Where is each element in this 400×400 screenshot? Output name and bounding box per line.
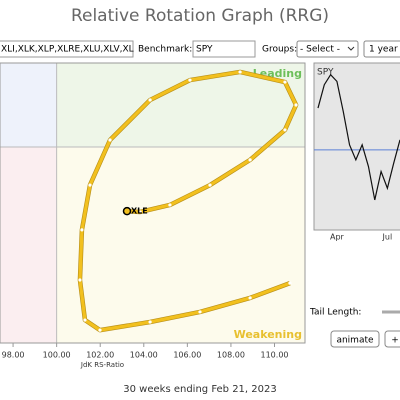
tail-point bbox=[248, 158, 252, 162]
symbols-text: XLI,XLK,XLP,XLRE,XLU,XLV,XL bbox=[1, 45, 134, 55]
mini-x-label: Jul bbox=[382, 233, 393, 242]
tail-point bbox=[83, 318, 87, 322]
tail-point bbox=[108, 138, 112, 142]
symbols-input[interactable] bbox=[0, 40, 134, 58]
tail-point bbox=[294, 103, 298, 107]
tail-point bbox=[168, 203, 172, 207]
plot-frame bbox=[0, 62, 306, 344]
groups-select[interactable] bbox=[296, 40, 359, 58]
plus-text: + bbox=[391, 336, 399, 346]
quadrant-label: Weakening bbox=[234, 328, 302, 341]
mini-panel bbox=[313, 62, 400, 231]
tail-point bbox=[248, 296, 252, 300]
x-tick-label: 102.00 bbox=[86, 351, 114, 360]
tail-point bbox=[283, 80, 287, 84]
period-text: 1 year bbox=[369, 45, 398, 55]
animate-text: animate bbox=[336, 336, 374, 346]
tail-point bbox=[188, 78, 192, 82]
quadrant-improving bbox=[0, 63, 57, 147]
plus-button[interactable] bbox=[384, 330, 400, 348]
benchmark-chart: SPY Apr Jul bbox=[313, 62, 400, 242]
tail-point bbox=[283, 128, 287, 132]
select-caret bbox=[347, 46, 355, 51]
tail-point bbox=[238, 70, 242, 74]
tail-point bbox=[148, 320, 152, 324]
tail-point bbox=[288, 281, 292, 285]
quadrant-weakening bbox=[56, 147, 306, 343]
groups-text: - Select - bbox=[300, 45, 340, 55]
tail-point bbox=[98, 328, 102, 332]
tail-point bbox=[138, 210, 142, 214]
x-tick-label: 98.00 bbox=[2, 351, 25, 360]
series-label: XLE bbox=[131, 207, 148, 216]
x-tick-label: 106.00 bbox=[173, 351, 201, 360]
tail-length-label: Tail Length: bbox=[309, 308, 361, 318]
tail-point bbox=[198, 310, 202, 314]
mini-title: SPY bbox=[317, 68, 334, 78]
tail-head bbox=[122, 206, 132, 216]
benchmark-label: Benchmark: bbox=[138, 45, 192, 55]
tail-point bbox=[208, 183, 212, 187]
mini-x-label: Apr bbox=[330, 233, 345, 242]
period-select[interactable] bbox=[363, 40, 400, 58]
quadrant-lagging bbox=[0, 147, 57, 343]
benchmark-text: SPY bbox=[196, 45, 213, 55]
price-line bbox=[317, 73, 400, 201]
benchmark-input[interactable] bbox=[192, 40, 256, 58]
x-tick-label: 108.00 bbox=[217, 351, 245, 360]
page-title: Relative Rotation Graph (RRG) bbox=[71, 6, 329, 26]
tail-point bbox=[80, 228, 84, 232]
groups-label: Groups: bbox=[262, 45, 297, 55]
x-tick-label: 100.00 bbox=[43, 351, 71, 360]
x-tick-label: 110.00 bbox=[261, 351, 289, 360]
tail-point bbox=[78, 278, 82, 282]
animate-button[interactable] bbox=[330, 330, 380, 348]
tail-point bbox=[88, 183, 92, 187]
x-axis-label: JdK RS-Ratio bbox=[80, 361, 124, 369]
x-tick-label: 104.00 bbox=[130, 351, 158, 360]
footer: 30 weeks ending Feb 21, 2023 bbox=[123, 384, 276, 395]
tail-point bbox=[148, 98, 152, 102]
